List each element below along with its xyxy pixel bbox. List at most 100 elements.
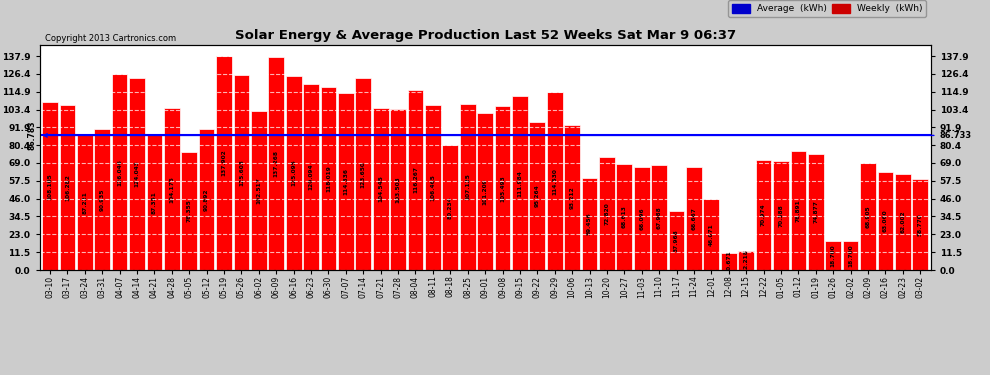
Text: 70.388: 70.388 xyxy=(778,204,783,227)
Text: 116.267: 116.267 xyxy=(413,166,418,193)
Text: 125.603: 125.603 xyxy=(239,159,244,186)
Bar xyxy=(321,87,337,270)
Bar xyxy=(860,163,876,270)
Text: 95.264: 95.264 xyxy=(535,185,540,207)
Bar xyxy=(495,106,510,270)
Text: 68.905: 68.905 xyxy=(865,205,870,228)
Bar xyxy=(199,129,215,270)
Bar xyxy=(355,78,371,270)
Bar xyxy=(651,165,667,270)
Bar xyxy=(477,113,493,270)
Text: 59.456: 59.456 xyxy=(587,213,592,235)
Text: 37.968: 37.968 xyxy=(674,229,679,252)
Text: 76.355: 76.355 xyxy=(187,200,192,222)
Bar xyxy=(790,151,806,270)
Bar xyxy=(704,198,719,270)
Text: 104.545: 104.545 xyxy=(378,176,383,202)
Bar xyxy=(599,157,615,270)
Text: 101.209: 101.209 xyxy=(482,178,488,205)
Text: 114.336: 114.336 xyxy=(344,168,348,195)
Text: 66.096: 66.096 xyxy=(640,207,644,230)
Text: 108.105: 108.105 xyxy=(48,173,52,200)
Text: 12.218: 12.218 xyxy=(743,249,748,272)
Bar xyxy=(773,161,789,270)
Bar xyxy=(181,152,197,270)
Bar xyxy=(895,174,911,270)
Text: 103.503: 103.503 xyxy=(396,176,401,203)
Bar xyxy=(164,108,180,270)
Legend: Average  (kWh), Weekly  (kWh): Average (kWh), Weekly (kWh) xyxy=(729,0,926,17)
Bar xyxy=(268,57,284,270)
Text: 102.517: 102.517 xyxy=(256,177,261,204)
Text: 72.820: 72.820 xyxy=(605,202,610,225)
Bar xyxy=(43,102,57,270)
Text: 58.770: 58.770 xyxy=(918,213,923,236)
Text: 111.984: 111.984 xyxy=(518,170,523,196)
Bar xyxy=(373,108,388,270)
Text: 18.700: 18.700 xyxy=(848,244,853,267)
Bar xyxy=(877,172,893,270)
Bar xyxy=(59,105,75,270)
Bar xyxy=(617,164,633,270)
Bar xyxy=(303,84,319,270)
Text: 137.902: 137.902 xyxy=(222,150,227,176)
Bar xyxy=(634,167,649,270)
Bar xyxy=(546,92,562,270)
Bar xyxy=(112,74,128,270)
Bar xyxy=(913,179,928,270)
Text: 126.046: 126.046 xyxy=(117,159,122,186)
Text: 74.877: 74.877 xyxy=(813,201,819,223)
Bar xyxy=(755,160,771,270)
Bar xyxy=(686,166,702,270)
Text: 68.613: 68.613 xyxy=(622,206,627,228)
Text: 90.935: 90.935 xyxy=(100,188,105,211)
Bar xyxy=(77,135,93,270)
Bar xyxy=(443,146,458,270)
Text: 87.221: 87.221 xyxy=(82,191,87,214)
Text: 18.700: 18.700 xyxy=(831,244,836,267)
Bar xyxy=(512,96,528,270)
Text: 120.094: 120.094 xyxy=(309,164,314,190)
Bar xyxy=(147,135,162,270)
Text: 10.671: 10.671 xyxy=(727,251,732,273)
Bar xyxy=(338,93,353,270)
Text: 90.892: 90.892 xyxy=(204,188,209,211)
Text: 67.988: 67.988 xyxy=(656,206,661,229)
Text: Copyright 2013 Cartronics.com: Copyright 2013 Cartronics.com xyxy=(45,34,175,43)
Bar xyxy=(94,129,110,270)
Text: 93.212: 93.212 xyxy=(569,186,574,209)
Bar xyxy=(826,241,841,270)
Bar xyxy=(130,78,145,270)
Bar xyxy=(234,75,249,270)
Text: 137.268: 137.268 xyxy=(274,150,279,177)
Bar xyxy=(460,104,475,270)
Bar xyxy=(216,56,232,270)
Text: 118.019: 118.019 xyxy=(326,165,331,192)
Text: 80.234: 80.234 xyxy=(447,196,452,219)
Text: 106.282: 106.282 xyxy=(65,174,70,201)
Bar xyxy=(739,251,754,270)
Bar xyxy=(530,122,545,270)
Bar xyxy=(582,178,597,270)
Bar xyxy=(564,125,580,270)
Text: 70.974: 70.974 xyxy=(761,204,766,226)
Text: 105.493: 105.493 xyxy=(500,175,505,201)
Text: 86.783: 86.783 xyxy=(27,121,36,150)
Text: 87.351: 87.351 xyxy=(151,191,157,214)
Bar xyxy=(842,241,858,270)
Text: 76.891: 76.891 xyxy=(796,199,801,222)
Text: 114.530: 114.530 xyxy=(552,168,557,195)
Text: 124.043: 124.043 xyxy=(135,160,140,187)
Text: 123.650: 123.650 xyxy=(360,160,365,188)
Bar xyxy=(668,211,684,270)
Bar xyxy=(251,111,266,270)
Text: 66.667: 66.667 xyxy=(691,207,696,230)
Text: 104.175: 104.175 xyxy=(169,176,174,203)
Text: 125.095: 125.095 xyxy=(291,160,296,186)
Text: 63.060: 63.060 xyxy=(883,210,888,232)
Text: 86.733: 86.733 xyxy=(44,131,971,140)
Bar xyxy=(390,110,406,270)
Title: Solar Energy & Average Production Last 52 Weeks Sat Mar 9 06:37: Solar Energy & Average Production Last 5… xyxy=(235,30,736,42)
Text: 106.465: 106.465 xyxy=(431,174,436,201)
Bar xyxy=(425,105,441,270)
